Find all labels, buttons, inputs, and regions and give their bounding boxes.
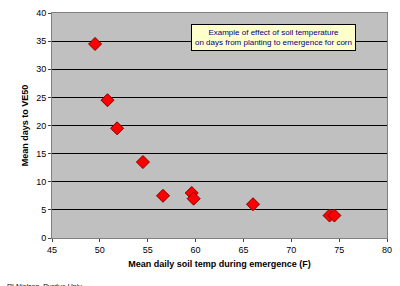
svg-text:35: 35 bbox=[36, 36, 46, 46]
svg-text:70: 70 bbox=[286, 245, 296, 255]
svg-text:5: 5 bbox=[41, 205, 46, 215]
svg-text:Mean daily soil temp during em: Mean daily soil temp during emergence (F… bbox=[128, 259, 311, 269]
svg-text:55: 55 bbox=[143, 245, 153, 255]
svg-text:Mean days to VE50: Mean days to VE50 bbox=[20, 85, 30, 167]
svg-text:80: 80 bbox=[382, 245, 392, 255]
svg-text:20: 20 bbox=[36, 121, 46, 131]
svg-text:0: 0 bbox=[41, 233, 46, 243]
svg-text:Example of effect of soil temp: Example of effect of soil temperatureon … bbox=[195, 28, 352, 47]
svg-text:40: 40 bbox=[36, 8, 46, 18]
svg-text:75: 75 bbox=[334, 245, 344, 255]
svg-text:15: 15 bbox=[36, 149, 46, 159]
svg-text:10: 10 bbox=[36, 177, 46, 187]
svg-text:30: 30 bbox=[36, 64, 46, 74]
svg-text:60: 60 bbox=[191, 245, 201, 255]
svg-text:RLNielsen, Purdue Univ.: RLNielsen, Purdue Univ. bbox=[7, 283, 83, 286]
svg-text:25: 25 bbox=[36, 93, 46, 103]
svg-text:45: 45 bbox=[47, 245, 57, 255]
svg-text:65: 65 bbox=[238, 245, 248, 255]
svg-text:50: 50 bbox=[95, 245, 105, 255]
